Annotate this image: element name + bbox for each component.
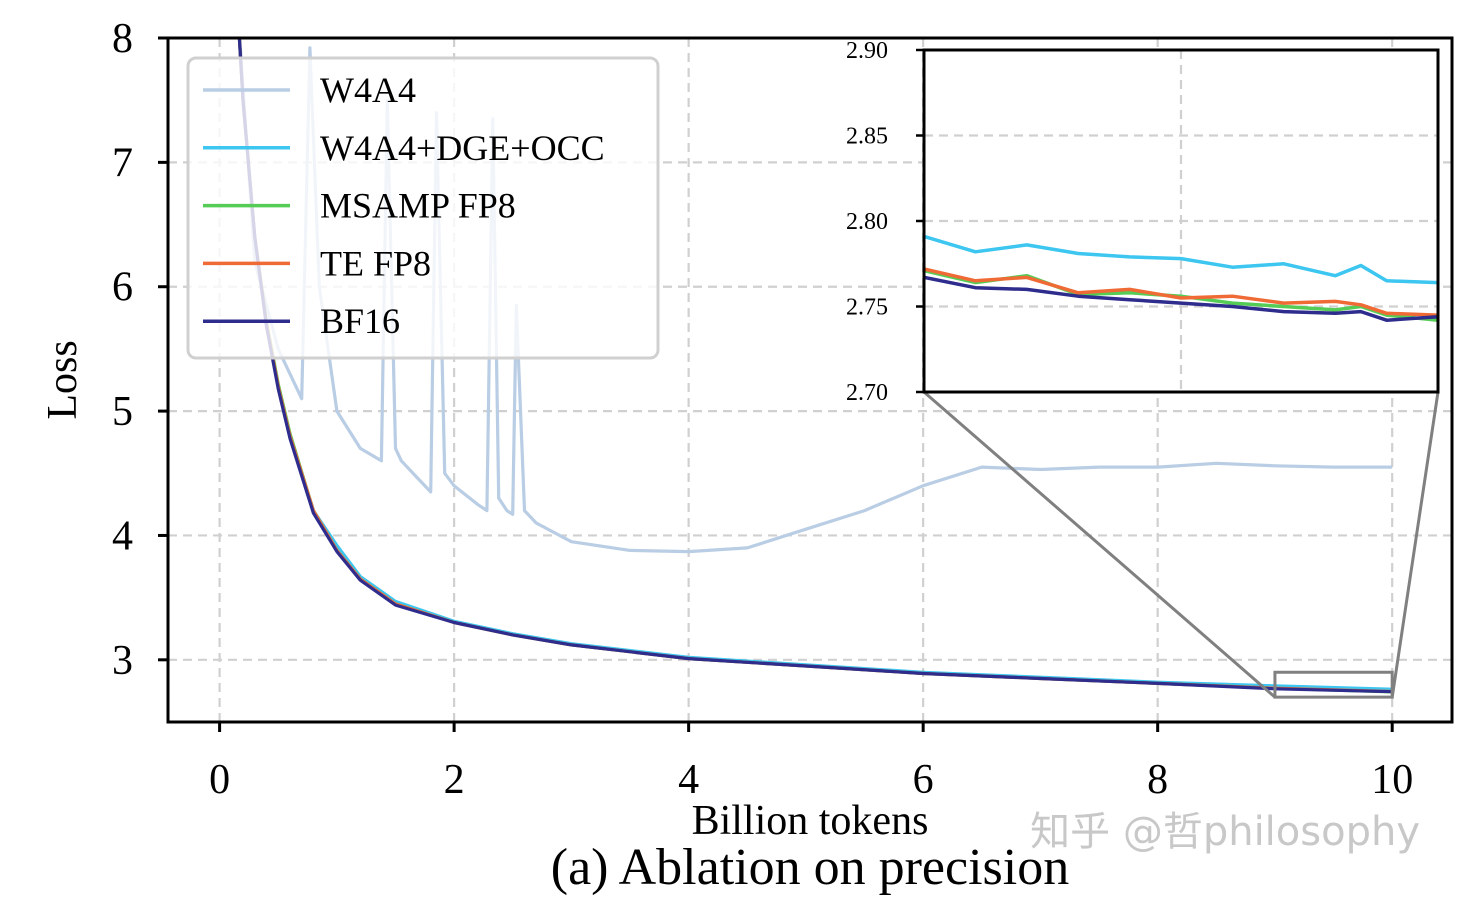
inset-series-lines: [924, 234, 1438, 322]
inset-frame: [922, 48, 1440, 394]
legend-label: MSAMP FP8: [320, 186, 516, 226]
legend-label: W4A4+DGE+OCC: [320, 128, 605, 168]
chart-caption: (a) Ablation on precision: [551, 839, 1069, 896]
y-tick-label: 5: [112, 389, 133, 435]
inset-y-tick-label: 2.90: [846, 38, 888, 64]
legend-label: TE FP8: [320, 243, 431, 283]
inset-y-tick-label: 2.75: [846, 295, 888, 321]
legend-box: [186, 56, 660, 360]
y-tick-label: 7: [112, 140, 133, 186]
legend-label: BF16: [320, 301, 400, 341]
main-ticks: 0 2 4 6 8 10 3 4 5 6 7 8: [112, 16, 1413, 803]
inset-line-bf16: [924, 275, 1438, 322]
main-axes-frame: [166, 36, 1454, 724]
x-tick-label: 8: [1147, 757, 1168, 803]
legend-label: W4A4: [320, 70, 416, 110]
inset-line-te-fp8: [924, 267, 1438, 317]
legend: W4A4 W4A4+DGE+OCC MSAMP FP8 TE FP8 BF16: [186, 56, 660, 360]
x-axis-label: Billion tokens: [692, 798, 929, 844]
x-tick-label: 4: [678, 757, 699, 803]
zoom-indicator: [923, 390, 1440, 699]
y-axis-label: Loss: [40, 340, 86, 419]
inset-chart: 2.70 2.75 2.80 2.85 2.90: [846, 38, 1440, 406]
zoom-connector-line: [923, 390, 1276, 699]
y-tick-label: 8: [112, 16, 133, 62]
inset-y-tick-label: 2.70: [846, 380, 888, 406]
x-tick-label: 6: [913, 757, 934, 803]
inset-line-w4a4-dge-occ: [924, 234, 1438, 285]
x-tick-label: 2: [444, 757, 465, 803]
x-tick-label: 0: [209, 757, 230, 803]
zoom-connector-line: [1390, 391, 1440, 698]
zoom-region-box: [1273, 670, 1394, 699]
series-line-w4a4: [238, 38, 1393, 554]
x-tick-label: 10: [1371, 757, 1413, 803]
y-tick-label: 6: [112, 265, 133, 311]
watermark: 知乎 @哲philosophy: [1030, 809, 1420, 855]
y-tick-label: 4: [112, 513, 133, 559]
inset-y-tick-label: 2.85: [846, 124, 888, 150]
y-tick-label: 3: [112, 638, 133, 684]
inset-y-tick-label: 2.80: [846, 209, 888, 235]
